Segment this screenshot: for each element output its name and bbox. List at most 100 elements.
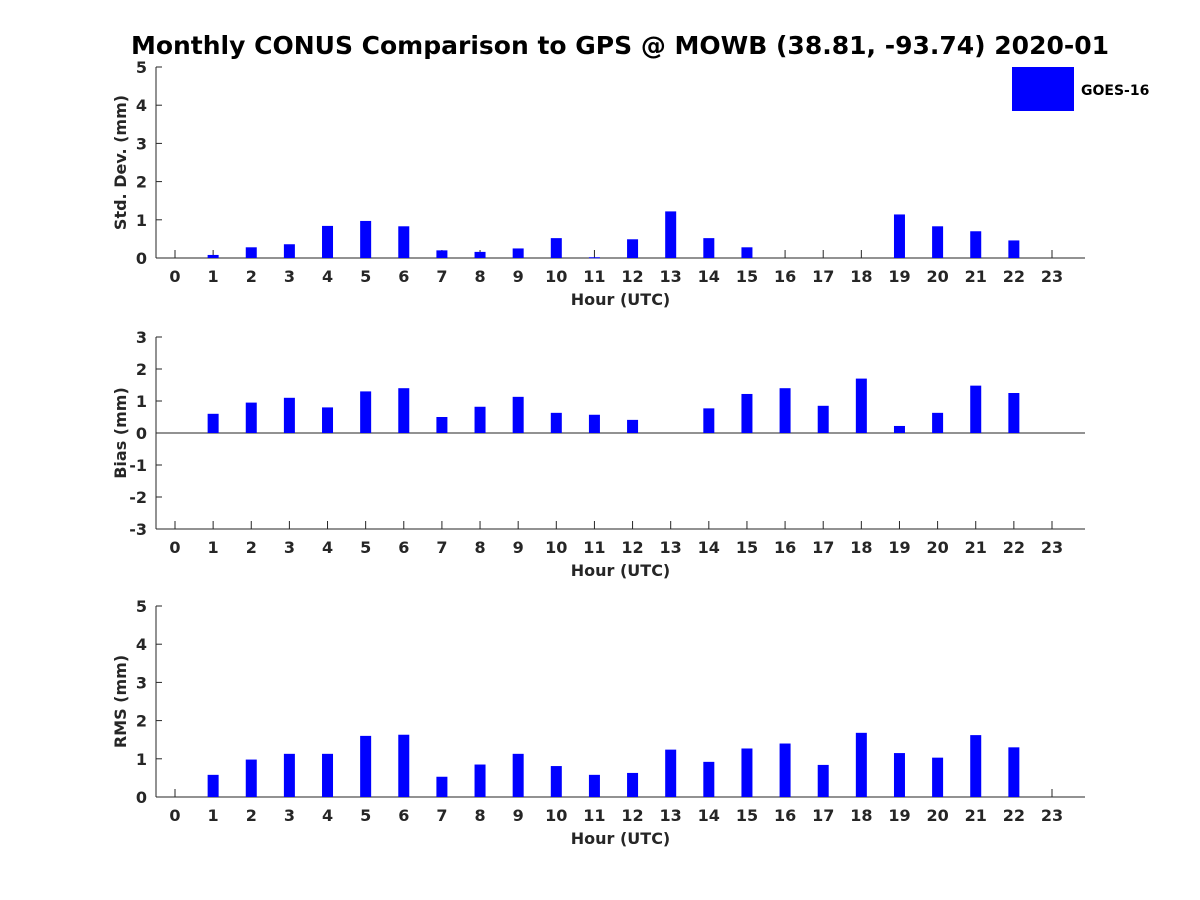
legend: GOES-16 bbox=[1012, 67, 1149, 111]
x-tick-label: 1 bbox=[208, 806, 219, 825]
x-axis-label: Hour (UTC) bbox=[571, 561, 671, 580]
x-tick-label: 3 bbox=[284, 806, 295, 825]
bar-hour-22 bbox=[1008, 240, 1020, 258]
bar-hour-11 bbox=[588, 257, 600, 259]
bar-hour-8 bbox=[474, 251, 486, 258]
x-tick-label: 7 bbox=[436, 267, 447, 286]
chart-title: Monthly CONUS Comparison to GPS @ MOWB (… bbox=[131, 31, 1109, 60]
x-tick-label: 14 bbox=[698, 538, 720, 557]
bar-hour-8 bbox=[474, 764, 486, 797]
y-axis-label: Std. Dev. (mm) bbox=[111, 95, 130, 230]
x-tick-label: 15 bbox=[736, 538, 758, 557]
bar-hour-6 bbox=[398, 226, 410, 258]
x-tick-label: 23 bbox=[1041, 267, 1063, 286]
x-tick-label: 6 bbox=[398, 538, 409, 557]
bar-hour-4 bbox=[322, 753, 334, 797]
bar-hour-14 bbox=[703, 238, 715, 258]
x-tick-label: 4 bbox=[322, 267, 333, 286]
x-tick-label: 21 bbox=[965, 267, 987, 286]
bar-hour-12 bbox=[627, 239, 639, 258]
x-axis-label: Hour (UTC) bbox=[571, 829, 671, 848]
bar-hour-4 bbox=[322, 407, 334, 433]
bar-hour-11 bbox=[588, 414, 600, 433]
bar-hour-2 bbox=[245, 247, 257, 258]
y-tick-label: 4 bbox=[136, 635, 147, 654]
x-tick-label: 14 bbox=[698, 806, 720, 825]
x-tick-label: 14 bbox=[698, 267, 720, 286]
bar-hour-5 bbox=[360, 735, 372, 797]
bar-hour-2 bbox=[245, 759, 257, 797]
y-tick-label: 3 bbox=[136, 673, 147, 692]
x-tick-label: 5 bbox=[360, 267, 371, 286]
x-tick-label: 2 bbox=[246, 267, 257, 286]
x-tick-label: 6 bbox=[398, 267, 409, 286]
x-tick-label: 18 bbox=[850, 267, 872, 286]
y-tick-label: 3 bbox=[136, 328, 147, 347]
x-tick-label: 13 bbox=[660, 267, 682, 286]
y-tick-label: 1 bbox=[136, 392, 147, 411]
bar-hour-7 bbox=[436, 776, 448, 797]
x-tick-label: 3 bbox=[284, 267, 295, 286]
bar-hour-1 bbox=[207, 413, 219, 433]
bar-hour-5 bbox=[360, 220, 372, 258]
bar-hour-21 bbox=[970, 231, 982, 258]
x-tick-label: 7 bbox=[436, 538, 447, 557]
bar-hour-12 bbox=[627, 419, 639, 433]
x-tick-label: 17 bbox=[812, 806, 834, 825]
bar-hour-9 bbox=[512, 248, 524, 258]
x-tick-label: 12 bbox=[621, 806, 643, 825]
x-tick-label: 5 bbox=[360, 806, 371, 825]
y-tick-label: -1 bbox=[129, 456, 147, 475]
x-axis-label: Hour (UTC) bbox=[571, 290, 671, 309]
bar-hour-11 bbox=[588, 774, 600, 797]
y-tick-label: 0 bbox=[136, 249, 147, 268]
y-tick-label: 1 bbox=[136, 750, 147, 769]
bar-hour-5 bbox=[360, 391, 372, 433]
bar-hour-15 bbox=[741, 748, 753, 797]
x-tick-label: 11 bbox=[583, 267, 605, 286]
bar-hour-21 bbox=[970, 385, 982, 433]
x-tick-label: 0 bbox=[169, 267, 180, 286]
x-tick-label: 13 bbox=[660, 806, 682, 825]
x-tick-label: 3 bbox=[284, 538, 295, 557]
x-tick-label: 9 bbox=[513, 538, 524, 557]
x-tick-label: 7 bbox=[436, 806, 447, 825]
x-tick-label: 21 bbox=[965, 538, 987, 557]
bar-hour-9 bbox=[512, 753, 524, 797]
x-tick-label: 17 bbox=[812, 267, 834, 286]
y-tick-label: -3 bbox=[129, 520, 147, 539]
bar-hour-3 bbox=[283, 753, 295, 797]
x-tick-label: 12 bbox=[621, 267, 643, 286]
bar-hour-16 bbox=[779, 743, 791, 797]
x-tick-label: 10 bbox=[545, 806, 567, 825]
x-tick-label: 15 bbox=[736, 806, 758, 825]
x-tick-label: 18 bbox=[850, 806, 872, 825]
x-tick-label: 4 bbox=[322, 538, 333, 557]
bar-hour-7 bbox=[436, 250, 448, 258]
y-tick-label: 5 bbox=[136, 597, 147, 616]
x-tick-label: 1 bbox=[208, 267, 219, 286]
x-tick-label: 5 bbox=[360, 538, 371, 557]
x-tick-label: 17 bbox=[812, 538, 834, 557]
bar-hour-18 bbox=[855, 732, 867, 797]
bar-hour-7 bbox=[436, 417, 448, 433]
bar-hour-19 bbox=[893, 753, 905, 797]
bar-hour-4 bbox=[322, 225, 334, 258]
legend-label-goes16: GOES-16 bbox=[1081, 83, 1149, 99]
x-tick-label: 1 bbox=[208, 538, 219, 557]
legend-swatch-goes16 bbox=[1012, 67, 1074, 111]
x-tick-label: 19 bbox=[888, 538, 910, 557]
y-tick-label: 0 bbox=[136, 788, 147, 807]
x-tick-label: 12 bbox=[621, 538, 643, 557]
x-tick-label: 22 bbox=[1003, 538, 1025, 557]
x-tick-label: 16 bbox=[774, 267, 796, 286]
x-tick-label: 10 bbox=[545, 538, 567, 557]
x-tick-label: 11 bbox=[583, 806, 605, 825]
bar-hour-17 bbox=[817, 405, 829, 433]
bar-hour-18 bbox=[855, 378, 867, 433]
